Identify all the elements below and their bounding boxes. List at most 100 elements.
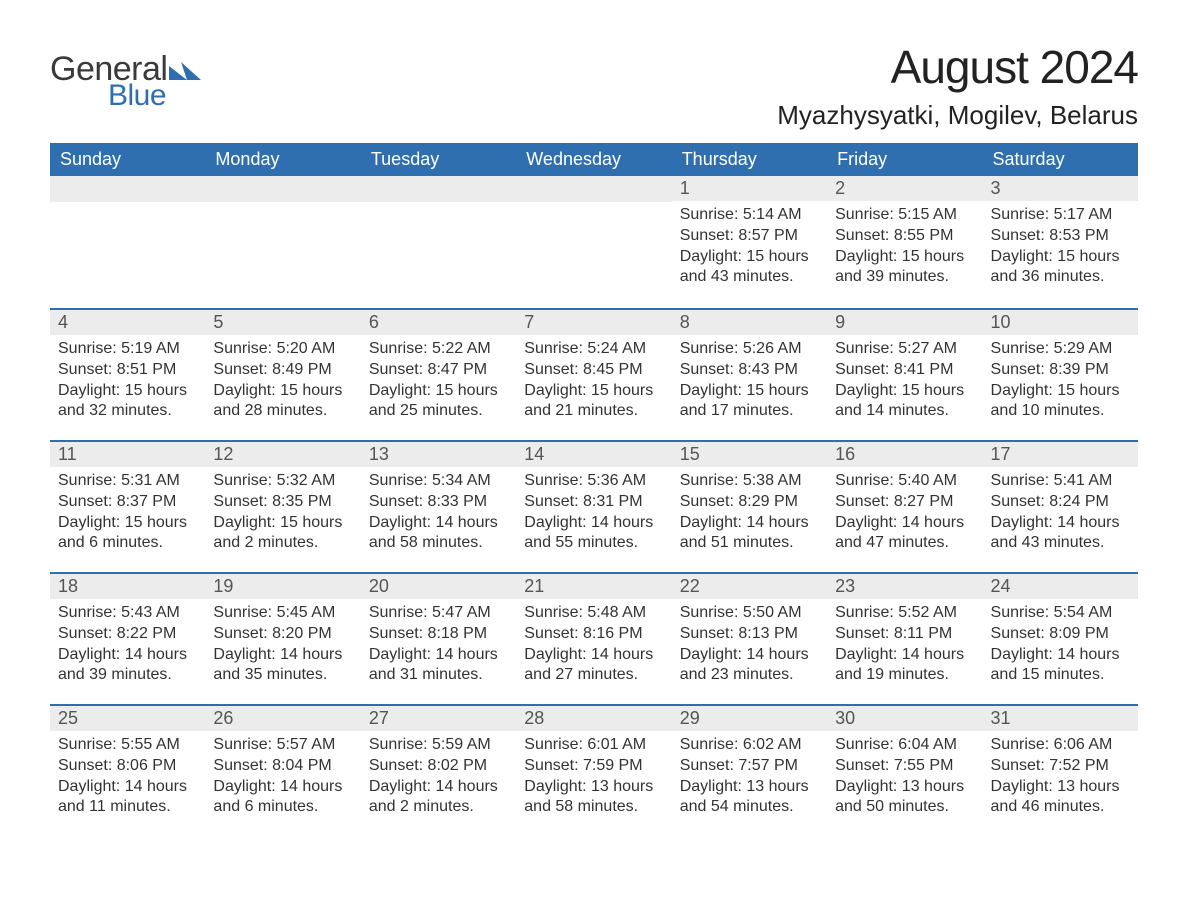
calendar-body: 1Sunrise: 5:14 AMSunset: 8:57 PMDaylight… [50, 176, 1138, 836]
sunrise-text: Sunrise: 5:59 AM [369, 735, 508, 756]
daylight2-text: and 21 minutes. [524, 401, 663, 422]
sunset-text: Sunset: 8:45 PM [524, 360, 663, 381]
sunset-text: Sunset: 8:33 PM [369, 492, 508, 513]
calendar-cell: 20Sunrise: 5:47 AMSunset: 8:18 PMDayligh… [361, 572, 516, 704]
logo-text-blue: Blue [108, 79, 166, 113]
sunset-text: Sunset: 8:41 PM [835, 360, 974, 381]
day-details: Sunrise: 6:06 AMSunset: 7:52 PMDaylight:… [983, 731, 1138, 824]
daylight1-text: Daylight: 14 hours [991, 513, 1130, 534]
day-details: Sunrise: 5:15 AMSunset: 8:55 PMDaylight:… [827, 201, 982, 294]
daylight2-text: and 32 minutes. [58, 401, 197, 422]
sunset-text: Sunset: 8:11 PM [835, 624, 974, 645]
empty-day-bar [205, 176, 360, 202]
sunset-text: Sunset: 8:43 PM [680, 360, 819, 381]
sunrise-text: Sunrise: 5:29 AM [991, 339, 1130, 360]
sunrise-text: Sunrise: 5:24 AM [524, 339, 663, 360]
day-details: Sunrise: 5:57 AMSunset: 8:04 PMDaylight:… [205, 731, 360, 824]
day-number: 23 [827, 572, 982, 599]
day-number: 2 [827, 176, 982, 201]
day-details: Sunrise: 6:04 AMSunset: 7:55 PMDaylight:… [827, 731, 982, 824]
daylight2-text: and 54 minutes. [680, 797, 819, 818]
day-number: 10 [983, 308, 1138, 335]
day-number: 22 [672, 572, 827, 599]
calendar-cell: 12Sunrise: 5:32 AMSunset: 8:35 PMDayligh… [205, 440, 360, 572]
calendar-cell [205, 176, 360, 308]
daylight1-text: Daylight: 14 hours [835, 645, 974, 666]
sunrise-text: Sunrise: 5:38 AM [680, 471, 819, 492]
weekday-header: Saturday [983, 143, 1138, 176]
day-number: 27 [361, 704, 516, 731]
calendar-week: 18Sunrise: 5:43 AMSunset: 8:22 PMDayligh… [50, 572, 1138, 704]
daylight2-text: and 15 minutes. [991, 665, 1130, 686]
daylight1-text: Daylight: 14 hours [680, 645, 819, 666]
daylight1-text: Daylight: 14 hours [835, 513, 974, 534]
daylight2-text: and 31 minutes. [369, 665, 508, 686]
day-number: 21 [516, 572, 671, 599]
day-number: 11 [50, 440, 205, 467]
day-number: 26 [205, 704, 360, 731]
day-details: Sunrise: 5:47 AMSunset: 8:18 PMDaylight:… [361, 599, 516, 692]
day-details: Sunrise: 5:43 AMSunset: 8:22 PMDaylight:… [50, 599, 205, 692]
calendar-cell [516, 176, 671, 308]
calendar-cell: 8Sunrise: 5:26 AMSunset: 8:43 PMDaylight… [672, 308, 827, 440]
daylight1-text: Daylight: 15 hours [58, 513, 197, 534]
sunset-text: Sunset: 8:18 PM [369, 624, 508, 645]
day-details: Sunrise: 5:45 AMSunset: 8:20 PMDaylight:… [205, 599, 360, 692]
calendar-cell: 9Sunrise: 5:27 AMSunset: 8:41 PMDaylight… [827, 308, 982, 440]
daylight2-text: and 36 minutes. [991, 267, 1130, 288]
sunrise-text: Sunrise: 5:20 AM [213, 339, 352, 360]
weekday-header: Wednesday [516, 143, 671, 176]
sunset-text: Sunset: 8:39 PM [991, 360, 1130, 381]
daylight2-text: and 6 minutes. [58, 533, 197, 554]
daylight1-text: Daylight: 15 hours [524, 381, 663, 402]
day-details: Sunrise: 5:26 AMSunset: 8:43 PMDaylight:… [672, 335, 827, 428]
sunrise-text: Sunrise: 6:02 AM [680, 735, 819, 756]
calendar-cell [50, 176, 205, 308]
sunrise-text: Sunrise: 5:52 AM [835, 603, 974, 624]
calendar-cell: 25Sunrise: 5:55 AMSunset: 8:06 PMDayligh… [50, 704, 205, 836]
daylight1-text: Daylight: 15 hours [991, 381, 1130, 402]
daylight1-text: Daylight: 14 hours [524, 513, 663, 534]
calendar-cell: 30Sunrise: 6:04 AMSunset: 7:55 PMDayligh… [827, 704, 982, 836]
daylight1-text: Daylight: 15 hours [835, 381, 974, 402]
sunset-text: Sunset: 7:52 PM [991, 756, 1130, 777]
day-details: Sunrise: 5:14 AMSunset: 8:57 PMDaylight:… [672, 201, 827, 294]
daylight1-text: Daylight: 15 hours [991, 247, 1130, 268]
daylight2-text: and 14 minutes. [835, 401, 974, 422]
daylight1-text: Daylight: 15 hours [213, 381, 352, 402]
sunset-text: Sunset: 8:47 PM [369, 360, 508, 381]
calendar-cell: 6Sunrise: 5:22 AMSunset: 8:47 PMDaylight… [361, 308, 516, 440]
sunset-text: Sunset: 8:37 PM [58, 492, 197, 513]
calendar-cell: 13Sunrise: 5:34 AMSunset: 8:33 PMDayligh… [361, 440, 516, 572]
calendar-cell: 7Sunrise: 5:24 AMSunset: 8:45 PMDaylight… [516, 308, 671, 440]
daylight1-text: Daylight: 13 hours [991, 777, 1130, 798]
daylight2-text: and 23 minutes. [680, 665, 819, 686]
day-number: 30 [827, 704, 982, 731]
calendar-week: 11Sunrise: 5:31 AMSunset: 8:37 PMDayligh… [50, 440, 1138, 572]
calendar-week: 1Sunrise: 5:14 AMSunset: 8:57 PMDaylight… [50, 176, 1138, 308]
location: Myazhysyatki, Mogilev, Belarus [777, 100, 1138, 131]
sunrise-text: Sunrise: 5:45 AM [213, 603, 352, 624]
sunrise-text: Sunrise: 5:43 AM [58, 603, 197, 624]
daylight2-text: and 17 minutes. [680, 401, 819, 422]
daylight1-text: Daylight: 14 hours [369, 645, 508, 666]
day-number: 4 [50, 308, 205, 335]
calendar-cell: 11Sunrise: 5:31 AMSunset: 8:37 PMDayligh… [50, 440, 205, 572]
weekday-header: Monday [205, 143, 360, 176]
calendar: Sunday Monday Tuesday Wednesday Thursday… [50, 143, 1138, 836]
day-number: 3 [983, 176, 1138, 201]
day-number: 5 [205, 308, 360, 335]
daylight2-text: and 58 minutes. [369, 533, 508, 554]
sunrise-text: Sunrise: 5:36 AM [524, 471, 663, 492]
daylight2-text: and 35 minutes. [213, 665, 352, 686]
day-details: Sunrise: 5:48 AMSunset: 8:16 PMDaylight:… [516, 599, 671, 692]
day-number: 15 [672, 440, 827, 467]
day-number: 16 [827, 440, 982, 467]
sunset-text: Sunset: 8:31 PM [524, 492, 663, 513]
sunset-text: Sunset: 8:16 PM [524, 624, 663, 645]
calendar-cell: 29Sunrise: 6:02 AMSunset: 7:57 PMDayligh… [672, 704, 827, 836]
sunset-text: Sunset: 8:04 PM [213, 756, 352, 777]
logo: General Blue [50, 50, 203, 113]
sunrise-text: Sunrise: 5:27 AM [835, 339, 974, 360]
daylight1-text: Daylight: 13 hours [835, 777, 974, 798]
